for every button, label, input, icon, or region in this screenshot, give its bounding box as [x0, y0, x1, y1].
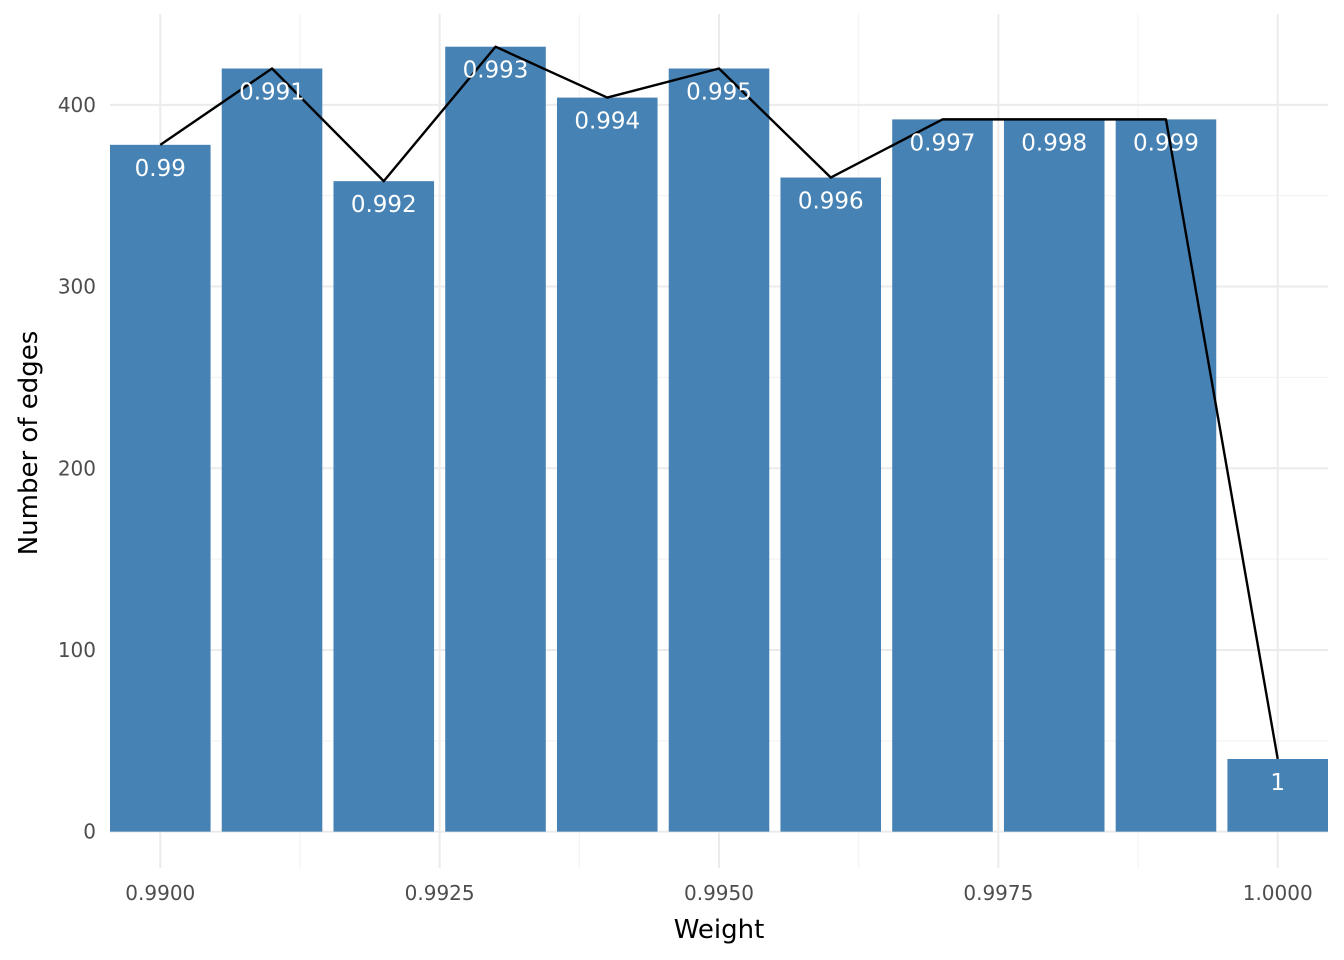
bar-label: 0.997 — [910, 130, 976, 156]
bar-label: 0.99 — [135, 156, 186, 182]
x-axis-title: Weight — [674, 915, 765, 945]
y-tick-label: 200 — [58, 456, 96, 480]
x-tick-label: 1.0000 — [1243, 881, 1313, 905]
bar-label: 0.995 — [686, 80, 752, 106]
x-tick-labels: 0.9900 0.9925 0.9950 0.9975 1.0000 — [125, 881, 1312, 905]
bar-label: 0.992 — [351, 192, 417, 218]
x-tick-label: 0.9950 — [684, 881, 754, 905]
bar — [780, 177, 882, 832]
bar-labels: 0.99 0.991 0.992 0.993 0.994 0.995 0.996 0.997 0… — [135, 58, 1285, 796]
x-tick-label: 0.9900 — [125, 881, 195, 905]
bar — [1115, 119, 1217, 832]
count-polyline — [159, 45, 1279, 760]
x-tick-label: 0.9975 — [963, 881, 1033, 905]
bar — [556, 97, 658, 832]
count-line — [159, 45, 1279, 760]
bar-label: 0.993 — [463, 58, 529, 84]
y-tick-labels: 0 100 200 300 400 — [58, 93, 96, 844]
bar-label: 0.991 — [239, 80, 305, 106]
bar-label: 1 — [1270, 770, 1285, 796]
y-tick-label: 100 — [58, 638, 96, 662]
bar-label: 0.998 — [1021, 130, 1087, 156]
bar-label: 0.999 — [1133, 130, 1199, 156]
bar-label: 0.994 — [574, 109, 640, 135]
y-tick-label: 300 — [58, 275, 96, 299]
bar — [221, 68, 323, 832]
bar — [445, 46, 546, 832]
bar — [1227, 758, 1328, 832]
bar — [110, 144, 211, 832]
bar — [668, 68, 770, 832]
bars — [110, 46, 1328, 832]
bar — [333, 181, 435, 832]
bar-label: 0.996 — [798, 189, 864, 215]
y-tick-label: 0 — [83, 820, 96, 844]
x-tick-label: 0.9925 — [405, 881, 475, 905]
y-axis-title: Number of edges — [14, 331, 44, 556]
bar — [1003, 119, 1105, 832]
y-tick-label: 400 — [58, 93, 96, 117]
bar — [892, 119, 993, 832]
